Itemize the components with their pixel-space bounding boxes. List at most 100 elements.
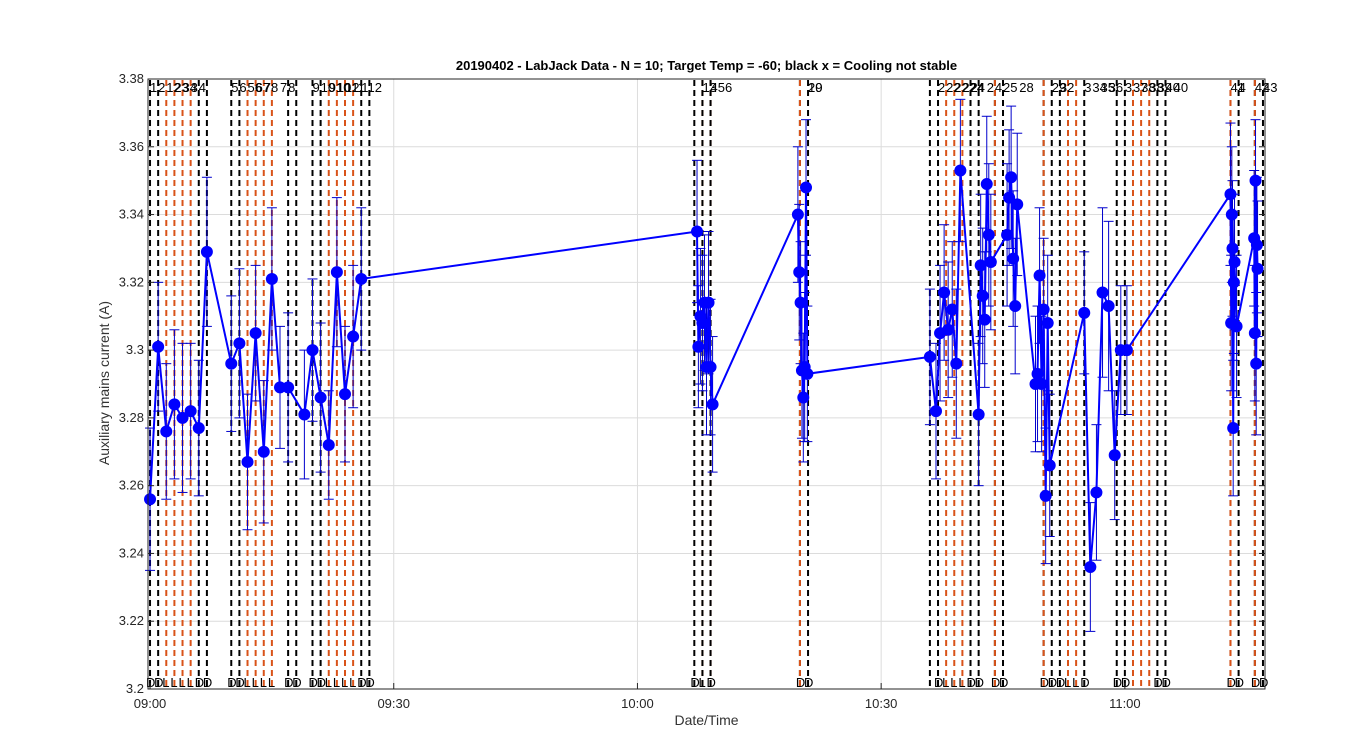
data-point <box>1035 378 1048 390</box>
top-event-label: 29 <box>1052 80 1066 95</box>
bottom-event-label: D <box>146 675 155 690</box>
bottom-event-label: D <box>690 675 699 690</box>
bottom-event-label: D <box>967 675 976 690</box>
bottom-event-label: L <box>333 675 340 690</box>
data-point <box>1120 344 1133 357</box>
bottom-event-label: D <box>1121 675 1130 690</box>
data-point <box>791 208 804 221</box>
bottom-event-label: D <box>991 675 1000 690</box>
data-point <box>176 411 189 424</box>
top-event-label: 4 <box>199 80 206 95</box>
data-point <box>1250 357 1263 370</box>
top-event-label: 5 <box>231 80 238 95</box>
bottom-event-label: D <box>1080 675 1089 690</box>
bottom-event-label: L <box>950 675 957 690</box>
data-point <box>1248 327 1261 340</box>
top-event-label: 6 <box>239 80 246 95</box>
top-event-label: 23 <box>174 80 188 95</box>
top-event-label: 8 <box>288 80 295 95</box>
top-event-label: 1 <box>150 80 157 95</box>
data-point <box>1250 239 1263 252</box>
bottom-event-label: D <box>235 675 244 690</box>
bottom-event-label: L <box>244 675 251 690</box>
top-event-label: 222 <box>954 80 976 95</box>
top-event-label: 34 <box>1092 80 1106 95</box>
data-point <box>923 350 936 363</box>
data-point <box>1043 459 1056 472</box>
top-event-label: 456 <box>711 80 733 95</box>
data-point <box>1227 276 1240 289</box>
data-point <box>1078 306 1091 319</box>
top-event-label: 3 <box>191 80 198 95</box>
bottom-event-label: D <box>999 675 1008 690</box>
data-point <box>797 391 810 404</box>
data-point <box>200 245 213 258</box>
data-point <box>692 340 705 353</box>
top-event-label: 56 <box>248 80 262 95</box>
data-point <box>1011 198 1024 211</box>
top-event-label: 37 <box>1133 80 1147 95</box>
data-point <box>980 178 993 191</box>
top-event-label: 78 <box>264 80 278 95</box>
top-event-label: 36 <box>1109 80 1123 95</box>
top-event-label: 9 <box>313 80 320 95</box>
top-event-label: 10 <box>321 80 335 95</box>
x-axis-label: Date/Time <box>674 712 739 728</box>
bottom-event-label: D <box>284 675 293 690</box>
bottom-event-label: D <box>203 675 212 690</box>
data-point <box>1009 300 1022 313</box>
data-point <box>946 303 959 316</box>
top-event-label: 38 <box>1149 80 1163 95</box>
data-point <box>249 327 262 340</box>
data-series <box>144 164 1264 573</box>
data-point <box>1251 262 1264 275</box>
top-event-label: 34 <box>183 80 197 95</box>
data-point <box>1039 489 1052 502</box>
data-point <box>1228 256 1241 268</box>
x-tick-label: 11:00 <box>1109 696 1141 711</box>
top-event-label: 19 <box>808 80 822 95</box>
x-tick-label: 10:00 <box>621 696 654 711</box>
data-point <box>976 289 989 302</box>
data-point <box>1005 171 1018 184</box>
data-point <box>1031 367 1044 380</box>
bottom-event-label: D <box>1040 675 1049 690</box>
data-point <box>347 330 360 343</box>
data-point <box>1041 317 1054 329</box>
bottom-event-label: L <box>958 675 965 690</box>
bottom-event-label: D <box>195 675 204 690</box>
y-tick-label: 3.3 <box>126 342 144 357</box>
top-event-label: 4 <box>995 80 1002 95</box>
bottom-event-label: D <box>707 675 716 690</box>
top-event-label: 2 <box>987 80 994 95</box>
data-point <box>225 357 238 370</box>
top-event-label: 38 <box>1141 80 1155 95</box>
data-point <box>950 357 963 370</box>
data-point <box>168 398 181 411</box>
y-tick-label: 3.22 <box>119 613 144 628</box>
top-event-label: 13 <box>702 80 716 95</box>
data-point <box>233 337 246 350</box>
bottom-event-label: D <box>975 675 984 690</box>
data-point <box>1102 300 1115 313</box>
top-event-label: 39 <box>1157 80 1171 95</box>
data-point <box>1007 252 1020 265</box>
top-event-label: 40 <box>1174 80 1188 95</box>
y-tick-label: 3.34 <box>119 207 144 222</box>
bottom-event-label: L <box>349 675 356 690</box>
data-point <box>984 256 997 268</box>
top-event-label: 42 <box>1255 80 1269 95</box>
data-point <box>338 388 351 401</box>
data-point <box>330 266 343 279</box>
bottom-event-label: D <box>1251 675 1260 690</box>
bottom-event-label: D <box>357 675 366 690</box>
data-point <box>974 259 987 272</box>
data-point <box>160 425 173 438</box>
bottom-event-label: L <box>252 675 259 690</box>
data-point <box>1003 191 1016 204</box>
bottom-event-label: D <box>1235 675 1244 690</box>
data-point <box>144 493 157 506</box>
bottom-event-label: L <box>187 675 194 690</box>
data-point <box>192 422 205 435</box>
